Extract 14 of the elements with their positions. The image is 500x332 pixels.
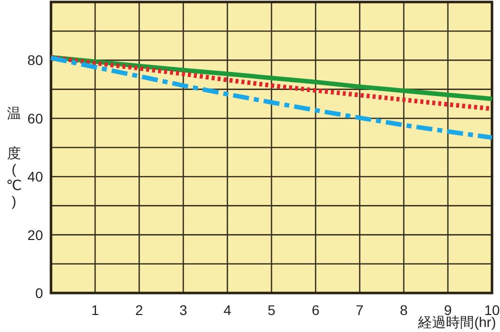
x-tick-label: 7: [356, 302, 364, 318]
y-tick-label: 60: [27, 110, 44, 126]
x-tick-label: 2: [135, 302, 144, 318]
y-tick-label: 40: [27, 168, 44, 185]
y-tick-label: 0: [35, 285, 44, 301]
y-tick-label: 20: [27, 226, 44, 243]
x-tick-label: 8: [400, 302, 408, 318]
x-tick-label: 3: [179, 302, 188, 318]
text: 温度(℃): [6, 105, 22, 209]
x-tick-label: 1: [91, 302, 100, 318]
x-tick-label: 4: [224, 302, 232, 318]
y-tick-label: 80: [27, 52, 44, 68]
x-tick-label: 5: [268, 302, 276, 318]
x-tick-label: 6: [312, 302, 320, 318]
